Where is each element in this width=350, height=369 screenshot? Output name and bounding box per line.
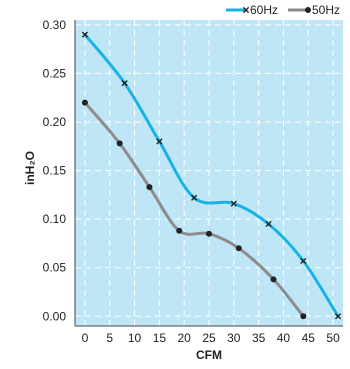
x-tick-label: 35 [252, 331, 266, 345]
x-tick-label: 45 [302, 331, 316, 345]
data-point-50hz [235, 245, 242, 252]
data-point-60hz [191, 194, 198, 201]
x-tick-label: 5 [106, 331, 113, 345]
x-tick-label: 10 [128, 331, 142, 345]
y-tick-label: 0.30 [43, 18, 67, 32]
legend-label: 60Hz [250, 3, 278, 17]
y-tick-label: 0.05 [43, 261, 67, 275]
data-point-50hz [300, 313, 307, 320]
x-tick-label: 15 [153, 331, 167, 345]
x-tick-label: 20 [178, 331, 192, 345]
y-tick-label: 0.00 [43, 309, 67, 323]
data-point-60hz [265, 220, 272, 228]
x-tick-label: 50 [326, 331, 340, 345]
x-axis-label: CFM [196, 348, 222, 362]
x-tick-label: 25 [202, 331, 216, 345]
data-point-50hz [146, 184, 153, 191]
data-point-60hz [81, 31, 89, 38]
data-point-50hz [176, 227, 183, 234]
data-point-50hz [206, 230, 212, 237]
y-tick-label: 0.20 [43, 115, 67, 129]
data-point-60hz [334, 313, 342, 320]
data-point-60hz [230, 200, 237, 207]
data-point-60hz [121, 80, 128, 87]
y-axis-label: inH₂O [23, 151, 37, 185]
y-tick-label: 0.10 [43, 212, 67, 226]
legend: 60Hz 50Hz [226, 3, 340, 17]
data-point-60hz [156, 138, 163, 145]
y-tick-label: 0.25 [43, 66, 67, 80]
legend-label: 50Hz [312, 3, 340, 17]
data-point-50hz [81, 99, 88, 106]
x-tick-label: 0 [82, 331, 89, 345]
y-tick-label: 0.15 [43, 164, 67, 178]
x-tick-label: 40 [277, 331, 291, 345]
data-point-50hz [270, 276, 277, 283]
data-point-50hz [116, 140, 123, 147]
x-tick-label: 30 [227, 331, 241, 345]
legend-item-50hz: 50Hz [288, 3, 340, 17]
data-point-60hz [300, 257, 307, 265]
legend-item-60hz: 60Hz [226, 3, 278, 17]
series-line-50hz [83, 101, 305, 318]
